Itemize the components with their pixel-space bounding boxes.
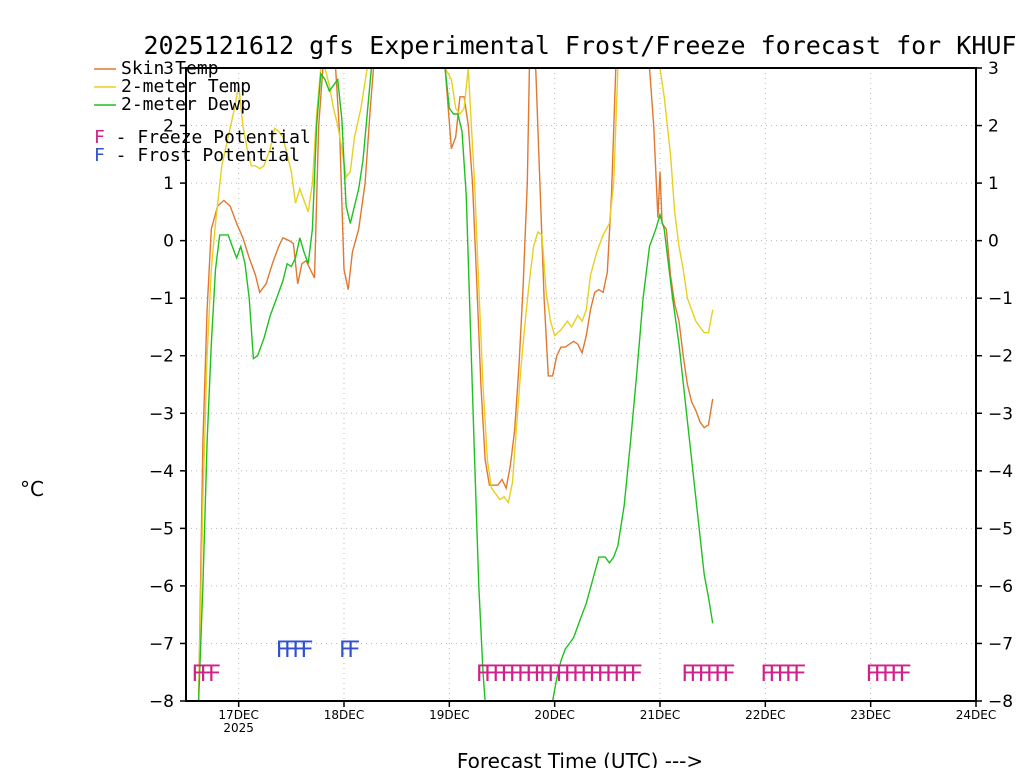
freeze-potential-marker: FFFFF	[865, 662, 910, 687]
series-2-meter-temp	[197, 68, 714, 701]
y-axis-label: °C	[20, 477, 44, 501]
grid-lines	[186, 68, 976, 701]
x-tick-label: 18DEC	[324, 708, 364, 722]
y-tick-label-right: −5	[988, 519, 1013, 539]
x-tick-sublabel: 2025	[223, 721, 254, 735]
y-tick-label-left: −6	[149, 577, 174, 597]
potential-legend-entry: F - Freeze Potential	[94, 127, 311, 148]
chart-title: 2025121612 gfs Experimental Frost/Freeze…	[144, 31, 1017, 60]
legend-label: Skin Temp	[121, 58, 219, 79]
potential-legend-symbol: F	[94, 127, 105, 148]
x-tick-label: 22DEC	[745, 708, 785, 722]
y-tick-label-right: −3	[988, 404, 1013, 424]
frost-potential-marker: FFFF	[276, 638, 313, 663]
x-tick-label: 21DEC	[640, 708, 680, 722]
x-tick-label: 23DEC	[850, 708, 890, 722]
x-tick-label: 17DEC	[218, 708, 258, 722]
freeze-potential-marker: FFFFFF	[681, 662, 734, 687]
series-2-meter-dewp	[197, 68, 714, 701]
y-tick-label-right: 2	[988, 117, 999, 137]
y-tick-label-left: −1	[149, 289, 174, 309]
y-tick-label-right: −8	[988, 692, 1013, 712]
y-tick-label-left: 3	[163, 59, 174, 79]
x-tick-label: 24DEC	[956, 708, 996, 722]
y-tick-label-left: 0	[163, 232, 174, 252]
freeze-potential-marker: FFFFF	[760, 662, 805, 687]
y-tick-label-right: −2	[988, 347, 1013, 367]
y-axis: −8 −8 −7 −7 −6 −6 −5 −5 −4 −4 −3 −3 −2 −2 −1 −1 0 0 1 1 2 2 3 3	[149, 59, 1013, 712]
legend-label: 2-meter Dewp	[121, 94, 251, 115]
series-layer	[197, 68, 714, 701]
y-tick-label-left: −3	[149, 404, 174, 424]
y-tick-label-left: −2	[149, 347, 174, 367]
potential-legend-symbol: F	[94, 145, 105, 166]
y-tick-label-right: −7	[988, 634, 1013, 654]
y-tick-label-left: −4	[149, 462, 174, 482]
y-tick-label-right: −4	[988, 462, 1013, 482]
potential-legend-label: - Freeze Potential	[105, 127, 311, 148]
x-tick-label: 19DEC	[429, 708, 469, 722]
potential-legend-entry: F - Frost Potential	[94, 145, 300, 166]
y-tick-label-right: 1	[988, 174, 999, 194]
freeze-potential-marker: FFF	[191, 662, 219, 687]
y-tick-label-left: −5	[149, 519, 174, 539]
y-tick-label-left: −8	[149, 692, 174, 712]
y-tick-label-right: −1	[988, 289, 1013, 309]
frost-potential-marker: FF	[339, 638, 359, 663]
plot-frame	[185, 67, 977, 702]
y-tick-label-right: 0	[988, 232, 999, 252]
y-tick-label-right: 3	[988, 59, 999, 79]
y-tick-label-left: 2	[163, 117, 174, 137]
freeze-potential-marker: FFFFFFFF	[476, 662, 546, 687]
x-tick-label: 20DEC	[534, 708, 574, 722]
y-tick-label-right: −6	[988, 577, 1013, 597]
legend-label: 2-meter Temp	[121, 76, 251, 97]
y-tick-label-left: 1	[163, 174, 174, 194]
y-tick-label-left: −7	[149, 634, 174, 654]
x-axis-label: Forecast Time (UTC) --->	[457, 749, 703, 768]
potential-legend-label: - Frost Potential	[105, 145, 300, 166]
freeze-potential-marker: FFFFFFFFFFFF	[539, 662, 642, 687]
